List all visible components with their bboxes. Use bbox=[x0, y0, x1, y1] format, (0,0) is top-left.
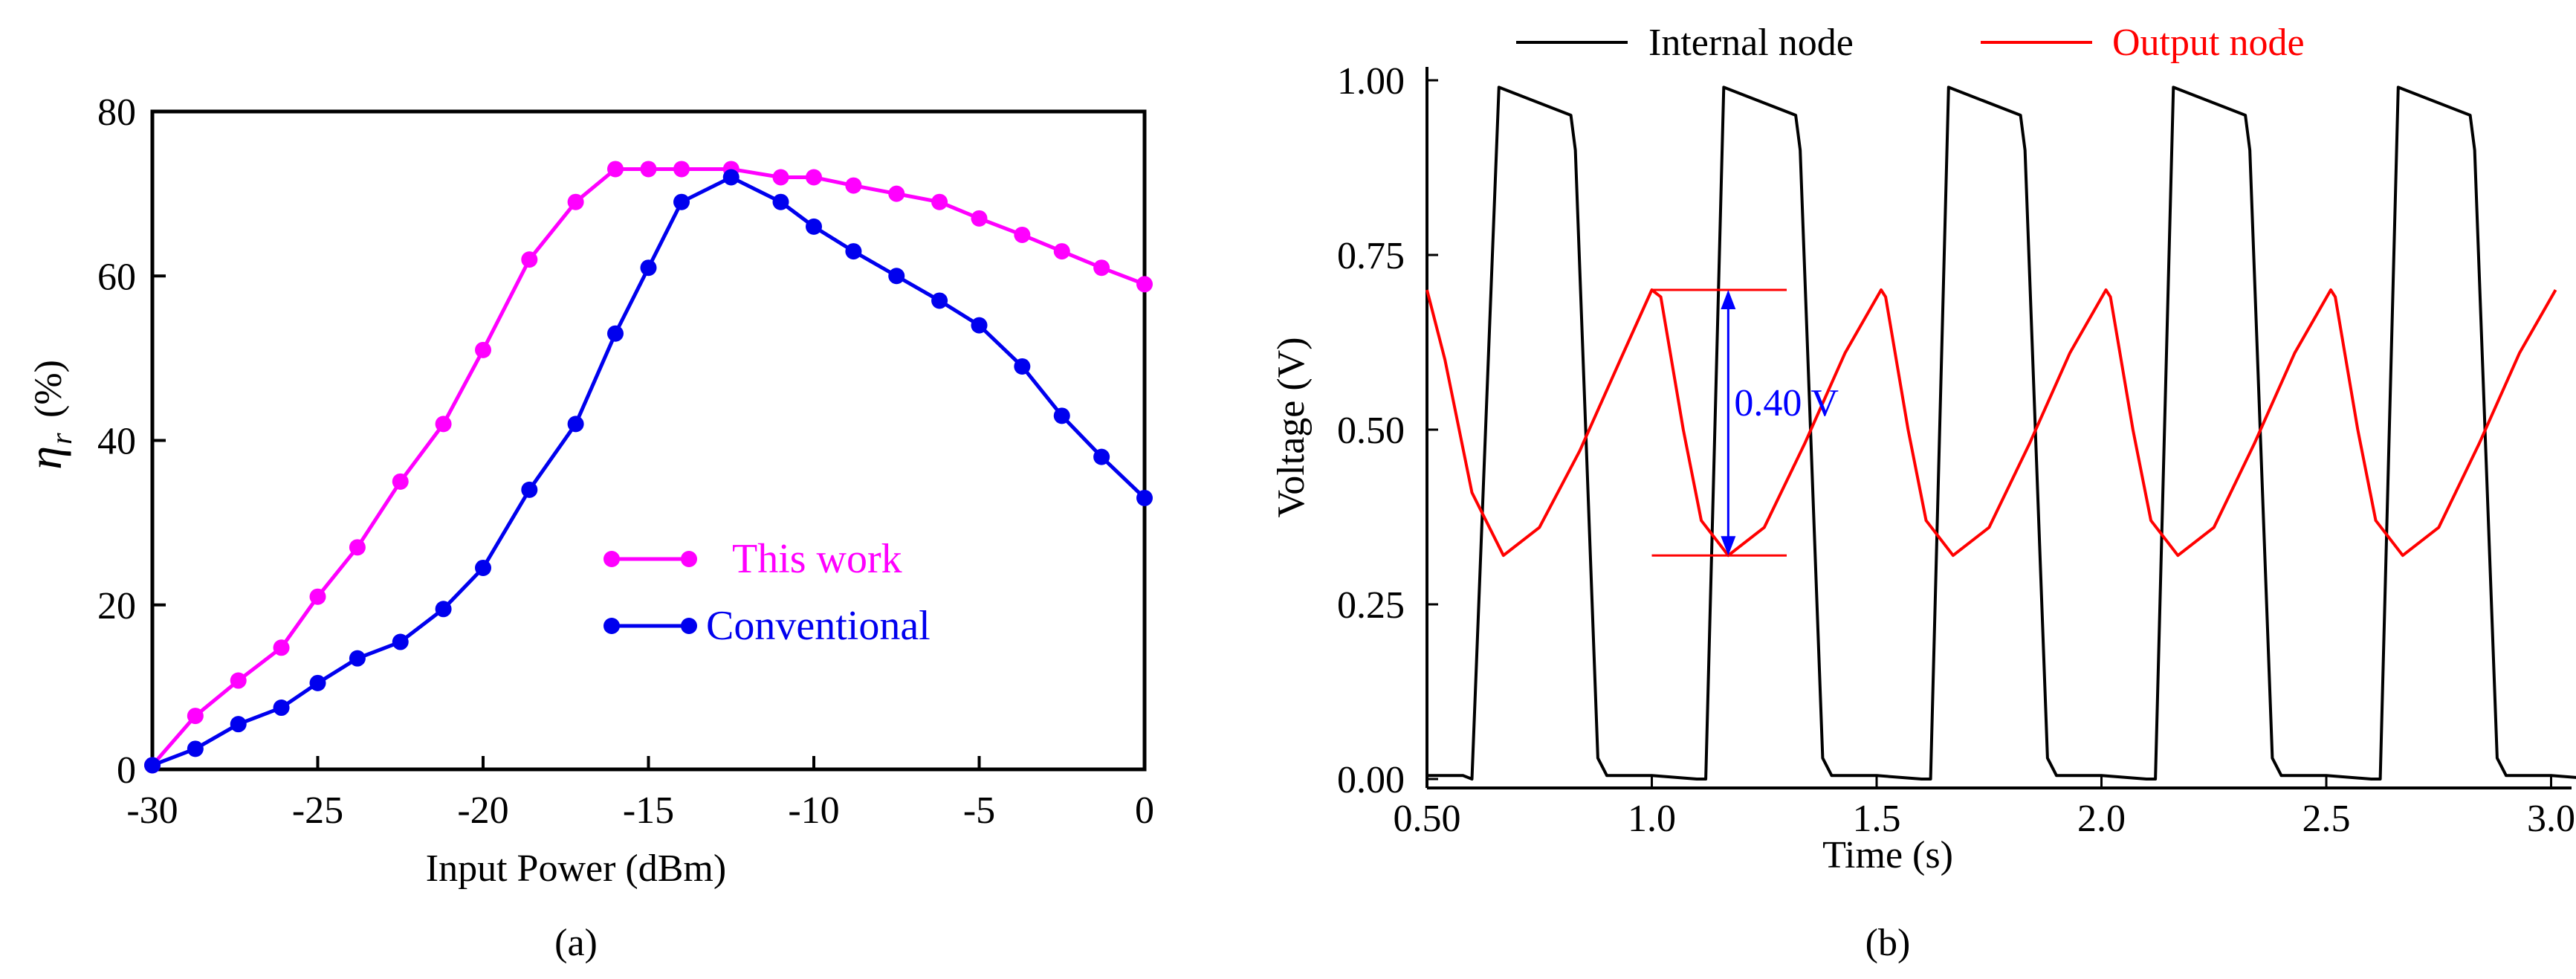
chart-b-x-tick-label: 2.0 bbox=[2077, 798, 2126, 840]
chart-a-x-tick-label: -25 bbox=[292, 789, 343, 832]
chart-a-point-conventional bbox=[1093, 448, 1110, 465]
chart-a-point-this-work bbox=[349, 539, 366, 556]
chart-b: 0.50 1.0 1.5 2.0 2.5 3.0 0.00 0.25 0.50 0.75 1.00 … bbox=[1256, 0, 2576, 975]
chart-a-point-this-work bbox=[475, 341, 491, 358]
chart-a-point-this-work bbox=[230, 672, 247, 689]
chart-a-point-this-work bbox=[435, 416, 452, 433]
chart-a-svg: -30 -25 -20 -15 -10 -5 0 0 20 40 60 80 This work Con… bbox=[19, 91, 1154, 964]
chart-a-x-tick-label: -5 bbox=[963, 789, 995, 832]
chart-b-x-tick-label: 1.0 bbox=[1628, 798, 1676, 840]
chart-a-x-tick-label: 0 bbox=[1135, 789, 1154, 832]
chart-a-point-conventional bbox=[607, 325, 624, 342]
chart-a-point-this-work bbox=[521, 251, 538, 268]
chart-a-point-this-work bbox=[187, 708, 204, 725]
chart-a-point-conventional bbox=[349, 650, 366, 667]
chart-a-x-tick-label: -30 bbox=[126, 789, 178, 832]
chart-b-svg: 0.50 1.0 1.5 2.0 2.5 3.00.000.250.500.751.00 … bbox=[1270, 22, 2576, 964]
chart-a-point-conventional bbox=[806, 218, 822, 235]
chart-a-point-this-work bbox=[772, 169, 789, 186]
chart-a-point-this-work bbox=[806, 169, 822, 186]
chart-a-point-conventional bbox=[521, 481, 538, 498]
chart-a-legend-marker bbox=[603, 551, 620, 567]
chart-b-legend-label: Internal node bbox=[1648, 22, 1854, 64]
chart-a-point-conventional bbox=[309, 674, 326, 691]
chart-a-point-this-work bbox=[888, 185, 905, 202]
chart-a-point-conventional bbox=[1014, 358, 1031, 375]
chart-a-frame bbox=[150, 109, 1147, 772]
chart-a-ylabel-symbol: η bbox=[19, 446, 71, 470]
chart-a-y-tick-label: 40 bbox=[97, 421, 136, 463]
chart-a-xlabel: Input Power (dBm) bbox=[426, 847, 726, 890]
chart-b-x-tick-label: 0.50 bbox=[1394, 798, 1461, 840]
chart-a-legend-label: This work bbox=[732, 536, 902, 582]
chart-b-y-tick-label: 0.25 bbox=[1337, 584, 1405, 627]
chart-a-y-tick-label: 80 bbox=[97, 91, 136, 134]
chart-a-ylabel-subscript: r bbox=[45, 433, 78, 445]
chart-a: -30 -25 -20 -15 -10 -5 0 0 20 40 60 80 This work Con… bbox=[0, 0, 1189, 975]
chart-a-point-conventional bbox=[772, 193, 789, 210]
chart-a-point-conventional bbox=[888, 268, 905, 285]
chart-a-point-conventional bbox=[435, 601, 452, 618]
chart-b-panel-label: (b) bbox=[1865, 922, 1911, 964]
chart-a-point-conventional bbox=[673, 193, 690, 210]
chart-a-point-this-work bbox=[1014, 226, 1031, 243]
chart-a-x-tick-label: -10 bbox=[788, 789, 839, 832]
chart-a-x-tick-label: -15 bbox=[623, 789, 674, 832]
chart-a-y-tick-label: 60 bbox=[97, 256, 136, 298]
chart-a-point-conventional bbox=[475, 559, 491, 576]
chart-a-point-this-work bbox=[931, 193, 948, 210]
chart-a-point-this-work bbox=[845, 177, 862, 194]
chart-b-annotation-label: 0.40 V bbox=[1734, 382, 1839, 424]
chart-a-point-conventional bbox=[273, 699, 290, 717]
chart-a-point-this-work bbox=[392, 473, 409, 490]
chart-a-legend-marker bbox=[681, 551, 697, 567]
chart-a-panel-label: (a) bbox=[554, 922, 598, 964]
chart-a-point-conventional bbox=[1053, 407, 1070, 424]
chart-a-y-tick-label: 0 bbox=[117, 749, 136, 792]
chart-a-point-conventional bbox=[230, 716, 247, 733]
chart-a-legend-marker bbox=[681, 618, 697, 634]
chart-a-ylabel: η r (%) bbox=[19, 360, 78, 470]
chart-a-point-conventional bbox=[1136, 489, 1153, 506]
chart-a-point-conventional bbox=[722, 169, 740, 186]
chart-a-x-tick-label: -20 bbox=[457, 789, 508, 832]
chart-a-point-conventional bbox=[845, 243, 862, 260]
chart-b-legend-label: Output node bbox=[2112, 22, 2305, 64]
chart-a-y-tick-label: 20 bbox=[97, 585, 136, 627]
chart-a-point-conventional bbox=[971, 317, 988, 334]
chart-b-xlabel: Time (s) bbox=[1822, 834, 1953, 876]
chart-b-y-tick-label: 0.50 bbox=[1337, 410, 1405, 452]
chart-b-x-tick-label: 2.5 bbox=[2302, 798, 2351, 840]
chart-b-y-tick-label: 0.00 bbox=[1337, 759, 1405, 801]
chart-a-point-this-work bbox=[640, 161, 657, 178]
chart-b-x-tick-label: 3.0 bbox=[2527, 798, 2575, 840]
chart-a-point-this-work bbox=[607, 161, 624, 178]
chart-a-point-this-work bbox=[1136, 276, 1153, 293]
chart-b-annotation-arrowhead-up bbox=[1721, 290, 1736, 309]
chart-a-point-conventional bbox=[640, 259, 657, 277]
chart-a-point-this-work bbox=[673, 161, 690, 178]
chart-b-series-line-output-node bbox=[1425, 288, 2557, 558]
chart-b-y-tick-label: 0.75 bbox=[1337, 235, 1405, 277]
chart-a-point-conventional bbox=[187, 740, 204, 757]
chart-a-series-line-this-work bbox=[151, 167, 1145, 767]
chart-a-legend-marker bbox=[603, 618, 620, 634]
chart-a-legend-label: Conventional bbox=[706, 603, 931, 649]
chart-a-point-this-work bbox=[567, 193, 584, 210]
chart-a-point-this-work bbox=[971, 210, 988, 227]
chart-a-point-this-work bbox=[1093, 259, 1110, 277]
chart-a-point-conventional bbox=[144, 757, 161, 774]
chart-b-annotation-arrowhead-down bbox=[1721, 536, 1736, 556]
chart-a-ylabel-unit: (%) bbox=[27, 360, 70, 418]
chart-a-point-this-work bbox=[1053, 243, 1070, 260]
chart-b-ylabel: Voltage (V) bbox=[1270, 337, 1313, 517]
chart-a-point-this-work bbox=[273, 639, 290, 656]
chart-a-point-conventional bbox=[392, 633, 409, 650]
chart-b-y-tick-label: 1.00 bbox=[1337, 60, 1405, 103]
chart-b-series-line-internal-node bbox=[1427, 85, 2576, 781]
chart-a-point-this-work bbox=[309, 588, 326, 605]
chart-a-point-conventional bbox=[931, 292, 948, 309]
chart-b-x-tick-label: 1.5 bbox=[1853, 798, 1901, 840]
chart-a-point-conventional bbox=[567, 416, 584, 433]
